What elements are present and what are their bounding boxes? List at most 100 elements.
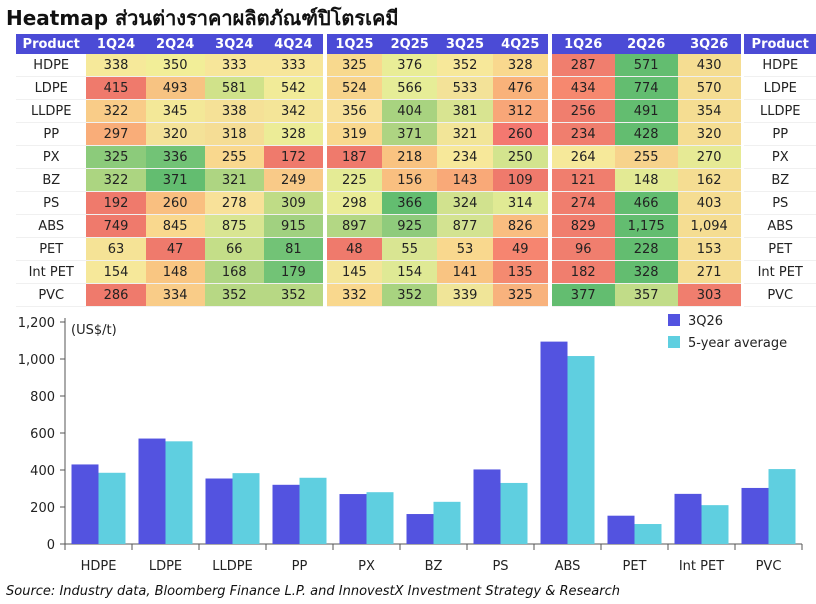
y-tick-label: 0 <box>47 538 55 553</box>
cell-gap <box>740 145 745 169</box>
heatmap-row: PVC 286 334 352 352 332 352 339 325 377 357 303 PVC <box>16 283 816 307</box>
heatmap-cell: 1,175 <box>614 214 678 238</box>
heatmap-cell: 376 <box>382 54 438 77</box>
x-tick-label: PP <box>292 559 308 574</box>
cell-gap <box>740 191 745 215</box>
x-tick-label: HDPE <box>81 559 117 574</box>
legend-label: 3Q26 <box>688 314 723 329</box>
heatmap-cell: 749 <box>86 214 146 238</box>
heatmap-cell: 338 <box>204 99 264 123</box>
bar-5yr-avg <box>768 469 796 544</box>
row-product-label: PX <box>16 145 87 169</box>
heatmap-cell: 154 <box>86 260 146 284</box>
heatmap-cell: 249 <box>263 168 323 192</box>
heatmap-cell: 312 <box>492 99 548 123</box>
row-product-label-right: HDPE <box>744 54 816 77</box>
heatmap-cell: 571 <box>614 54 678 77</box>
heatmap-cell: 156 <box>382 168 438 192</box>
heatmap-cell: 325 <box>492 283 548 307</box>
heatmap-cell: 154 <box>382 260 438 284</box>
heatmap-cell: 192 <box>86 191 146 215</box>
bar-3q26 <box>540 341 568 544</box>
x-tick-label: PET <box>623 559 647 574</box>
row-product-label: Int PET <box>16 260 87 284</box>
bar-3q26 <box>741 487 769 544</box>
legend-label: 5-year average <box>688 336 787 351</box>
heatmap-cell: 264 <box>551 145 615 169</box>
heatmap-cell: 321 <box>437 122 493 146</box>
cell-gap <box>740 122 745 146</box>
heatmap-cell: 371 <box>145 168 205 192</box>
cell-gap <box>547 214 552 238</box>
heatmap-cell: 271 <box>677 260 741 284</box>
row-product-label-right: LLDPE <box>744 99 816 123</box>
bar-chart: 0 200 400 600 800 1,000 1,200 (US$/t) HDPE LDPE LL… <box>18 314 803 574</box>
header-quarter: 3Q24 <box>204 34 264 54</box>
heatmap-cell: 162 <box>677 168 741 192</box>
heatmap-cell: 63 <box>86 237 146 261</box>
heatmap-cell: 319 <box>326 122 383 146</box>
heatmap-cell: 153 <box>677 237 741 261</box>
header-quarter: 2Q25 <box>382 34 438 54</box>
heatmap-cell: 121 <box>551 168 615 192</box>
header-quarter: 1Q24 <box>86 34 146 54</box>
heatmap-cell: 55 <box>382 237 438 261</box>
heatmap-cell: 404 <box>382 99 438 123</box>
heatmap-cell: 297 <box>86 122 146 146</box>
heatmap-cell: 321 <box>204 168 264 192</box>
heatmap-cell: 566 <box>382 76 438 100</box>
heatmap-cell: 260 <box>145 191 205 215</box>
bar-5yr-avg <box>433 501 461 544</box>
heatmap-cell: 325 <box>86 145 146 169</box>
heatmap-cell: 318 <box>204 122 264 146</box>
row-product-label-right: LDPE <box>744 76 816 100</box>
heatmap-cell: 352 <box>263 283 323 307</box>
heatmap-cell: 915 <box>263 214 323 238</box>
heatmap-cell: 354 <box>677 99 741 123</box>
header-gap <box>322 34 327 54</box>
row-product-label: PP <box>16 122 87 146</box>
heatmap-row: ABS 749 845 875 915 897 925 877 826 829 1,175 1,094… <box>16 214 816 238</box>
heatmap-cell: 352 <box>204 283 264 307</box>
cell-gap <box>740 76 745 100</box>
bar-3q26 <box>272 484 300 544</box>
heatmap-cell: 491 <box>614 99 678 123</box>
heatmap-cell: 356 <box>326 99 383 123</box>
heatmap-cell: 336 <box>145 145 205 169</box>
bar-5yr-avg <box>701 505 729 544</box>
heatmap-cell: 339 <box>437 283 493 307</box>
heatmap-cell: 218 <box>382 145 438 169</box>
bar-3q26 <box>406 514 434 544</box>
cell-gap <box>740 168 745 192</box>
heatmap-cell: 338 <box>86 54 146 77</box>
heatmap-cell: 143 <box>437 168 493 192</box>
heatmap-cell: 255 <box>614 145 678 169</box>
row-product-label-right: PS <box>744 191 816 215</box>
row-product-label-right: PX <box>744 145 816 169</box>
heatmap-cell: 250 <box>492 145 548 169</box>
heatmap-row: BZ 322 371 321 249 225 156 143 109 121 148 162 BZ <box>16 168 816 192</box>
y-tick-label: 1,000 <box>18 353 55 368</box>
heatmap-cell: 145 <box>326 260 383 284</box>
heatmap-cell: 303 <box>677 283 741 307</box>
heatmap-cell: 322 <box>86 99 146 123</box>
bar-5yr-avg <box>634 524 662 544</box>
heatmap-cell: 66 <box>204 237 264 261</box>
x-tick-label: LDPE <box>149 559 182 574</box>
heatmap-cell: 81 <box>263 237 323 261</box>
heatmap-cell: 278 <box>204 191 264 215</box>
heatmap-cell: 255 <box>204 145 264 169</box>
heatmap-cell: 287 <box>551 54 615 77</box>
heatmap-cell: 877 <box>437 214 493 238</box>
heatmap-cell: 875 <box>204 214 264 238</box>
heatmap-cell: 320 <box>145 122 205 146</box>
heatmap-cell: 352 <box>437 54 493 77</box>
heatmap-row: PP 297 320 318 328 319 371 321 260 234 428 320 PP <box>16 122 816 146</box>
bar-5yr-avg <box>567 356 595 544</box>
bar-3q26 <box>138 438 166 544</box>
heatmap-cell: 428 <box>614 122 678 146</box>
y-tick-label: 600 <box>30 427 55 442</box>
heatmap-cell: 829 <box>551 214 615 238</box>
x-tick-label: BZ <box>425 559 443 574</box>
heatmap-cell: 342 <box>263 99 323 123</box>
